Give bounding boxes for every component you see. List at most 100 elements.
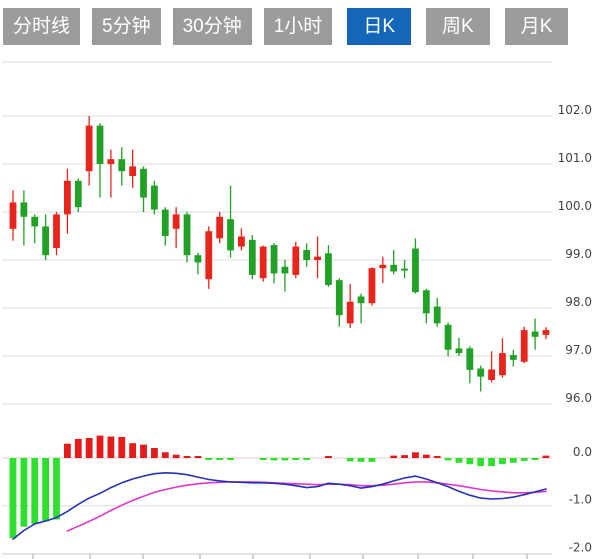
candle-body <box>379 264 387 269</box>
macd-histogram-bar <box>107 436 115 458</box>
candle-body <box>31 216 39 227</box>
macd-histogram-bar <box>303 458 311 460</box>
tab-5min[interactable]: 5分钟 <box>92 8 161 45</box>
macd-histogram-bar <box>520 458 528 461</box>
tab-weekly-k[interactable]: 周K <box>426 8 490 45</box>
macd-histogram-bar <box>118 437 126 458</box>
macd-histogram-bar <box>542 455 550 458</box>
candle-body <box>531 331 539 337</box>
candle-body <box>542 330 550 335</box>
macd-histogram-bar <box>227 458 234 460</box>
macd-histogram-bar <box>455 458 463 463</box>
tab-timeline[interactable]: 分时线 <box>3 8 81 45</box>
price-axis-label: 100.0 <box>558 199 592 213</box>
macd-histogram-bar <box>531 458 539 460</box>
candle-body <box>238 236 245 247</box>
candle-body <box>194 255 202 263</box>
macd-histogram-bar <box>20 458 28 527</box>
macd-histogram-bar <box>9 458 17 539</box>
macd-histogram-bar <box>292 458 300 460</box>
candle-body <box>9 202 17 229</box>
candle-body <box>357 296 365 304</box>
price-axis-label: 99.0 <box>565 247 592 261</box>
macd-histogram-bar <box>31 458 39 524</box>
macd-histogram-bar <box>216 458 224 460</box>
macd-histogram-bar <box>194 456 202 458</box>
price-axis-label: 96.0 <box>565 391 592 405</box>
candle-body <box>85 125 93 172</box>
dif-line <box>12 471 547 540</box>
macd-histogram-bar <box>368 458 376 462</box>
candle-body <box>466 348 474 370</box>
candle-body <box>129 166 137 176</box>
macd-histogram-bar <box>401 455 408 458</box>
macd-axis-label: 0.0 <box>573 445 592 459</box>
period-tabbar: 分时线 5分钟 30分钟 1小时 日K 周K 月K <box>3 8 569 45</box>
macd-histogram-bar <box>270 458 278 461</box>
candle-body <box>281 266 289 274</box>
macd-histogram-bar <box>422 454 430 458</box>
macd-histogram-bar <box>444 458 452 461</box>
macd-histogram-bar <box>509 458 517 463</box>
candle-body <box>118 159 126 172</box>
candle-body <box>488 369 495 380</box>
candle-body <box>74 180 82 208</box>
candle-body <box>433 306 441 324</box>
macd-histogram-bar <box>477 458 485 467</box>
candle-body <box>314 256 321 260</box>
macd-histogram-bar <box>183 456 191 458</box>
macd-histogram-bar <box>488 458 495 467</box>
candle-body <box>292 246 300 275</box>
tab-daily-k[interactable]: 日K <box>347 8 411 45</box>
macd-histogram-bar <box>433 456 441 458</box>
candle-body <box>20 202 28 217</box>
macd-histogram-bar <box>390 455 398 458</box>
macd-axis-label: -2.0 <box>569 540 592 554</box>
candle-body <box>107 159 115 164</box>
macd-axis-label: -1.0 <box>569 493 592 507</box>
candle-body <box>303 249 311 260</box>
candle-body <box>412 248 419 293</box>
candle-body <box>161 209 169 236</box>
macd-histogram-bar <box>466 458 474 465</box>
macd-histogram-bar <box>205 458 213 460</box>
candle-body <box>227 219 234 251</box>
macd-histogram-bar <box>42 458 50 522</box>
macd-histogram-bar <box>96 435 104 458</box>
candle-body <box>42 226 50 256</box>
candle-body <box>205 231 213 280</box>
candle-body <box>216 216 224 239</box>
candle-body <box>509 355 517 360</box>
macd-histogram-bar <box>85 437 93 458</box>
price-axis-label: 97.0 <box>565 343 592 357</box>
candle-body <box>140 168 147 198</box>
candle-body <box>368 268 376 304</box>
tab-30min[interactable]: 30分钟 <box>172 8 252 45</box>
price-axis-label: 98.0 <box>565 295 592 309</box>
tab-1hour[interactable]: 1小时 <box>263 8 333 45</box>
candle-body <box>270 245 278 274</box>
macd-histogram-bar <box>346 458 354 462</box>
tab-monthly-k[interactable]: 月K <box>504 8 569 45</box>
macd-histogram-bar <box>74 438 82 458</box>
macd-histogram-bar <box>357 458 365 462</box>
candle-body <box>401 268 408 271</box>
candle-body <box>390 264 398 272</box>
candle-body <box>248 239 256 275</box>
price-axis-label: 101.0 <box>558 151 592 165</box>
candle-body <box>335 280 343 316</box>
candle-body <box>151 185 158 210</box>
macd-histogram-bar <box>259 458 267 460</box>
macd-histogram-bar <box>53 458 60 520</box>
macd-histogram-bar <box>161 452 169 458</box>
macd-histogram-bar <box>172 454 180 458</box>
candle-body <box>455 348 463 354</box>
dea-line <box>66 481 547 532</box>
candle-body <box>477 368 485 377</box>
macd-histogram-bar <box>151 447 158 458</box>
macd-histogram-bar <box>499 458 506 465</box>
macd-histogram-bar <box>412 452 419 458</box>
macd-histogram-bar <box>63 443 71 458</box>
